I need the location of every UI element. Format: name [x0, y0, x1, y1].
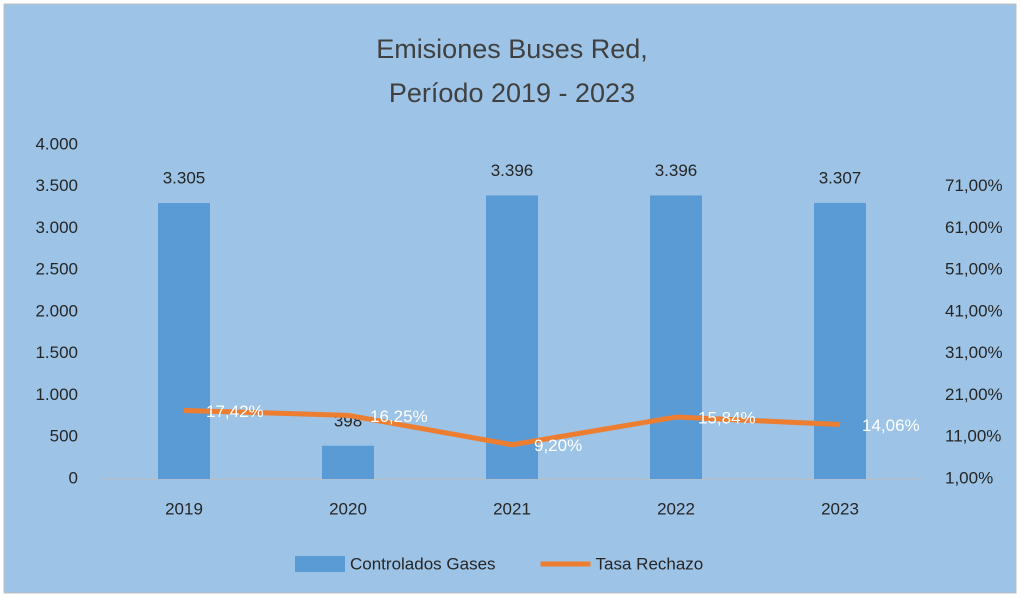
- y-tick-label: 2.000: [35, 301, 78, 320]
- y-tick-label: 3.000: [35, 218, 78, 237]
- bar-value-label: 3.307: [819, 168, 862, 187]
- y2-tick-label: 51,00%: [945, 260, 1003, 279]
- y-tick-label: 4.000: [35, 134, 78, 153]
- line-value-label: 14,06%: [862, 416, 920, 435]
- bar-value-label: 3.396: [655, 161, 698, 180]
- chart-title: Emisiones Buses Red,: [376, 34, 648, 64]
- y-tick-label: 500: [50, 427, 78, 446]
- line: [183, 407, 841, 448]
- y-tick-label: 1.000: [35, 385, 78, 404]
- y-tick-label: 0: [69, 468, 78, 487]
- y2-tick-label: 11,00%: [945, 427, 1001, 446]
- x-tick-label: 2021: [493, 499, 531, 518]
- bar: [322, 445, 374, 479]
- x-tick-label: 2023: [821, 499, 859, 518]
- x-tick-label: 2020: [329, 499, 367, 518]
- y-tick-label: 1.500: [35, 343, 78, 362]
- y2-tick-label: 41,00%: [945, 301, 1003, 320]
- chart-title: Período 2019 - 2023: [389, 78, 635, 108]
- line-value-label: 15,84%: [698, 409, 756, 428]
- y2-tick-label: 71,00%: [945, 176, 1003, 195]
- bar: [158, 203, 210, 479]
- y2-tick-label: 21,00%: [945, 385, 1003, 404]
- bar-value-label: 3.305: [163, 169, 206, 188]
- bar: [814, 202, 866, 480]
- y2-tick-label: 31,00%: [945, 343, 1003, 362]
- bar-value-label: 3.396: [491, 161, 534, 180]
- legend-label: Controlados Gases: [350, 554, 496, 573]
- legend-label: Tasa Rechazo: [596, 554, 704, 573]
- line-value-label: 9,20%: [534, 436, 582, 455]
- x-tick-label: 2019: [165, 499, 203, 518]
- y-tick-label: 3.500: [35, 176, 78, 195]
- bar: [486, 195, 538, 479]
- bar: [650, 195, 702, 479]
- y2-tick-label: 61,00%: [945, 218, 1003, 237]
- y2-tick-label: 1,00%: [945, 468, 993, 487]
- legend-swatch: [295, 556, 345, 572]
- line-value-label: 17,42%: [206, 402, 264, 421]
- x-tick-label: 2022: [657, 499, 695, 518]
- line-value-label: 16,25%: [370, 407, 428, 426]
- y-tick-label: 2.500: [35, 260, 78, 279]
